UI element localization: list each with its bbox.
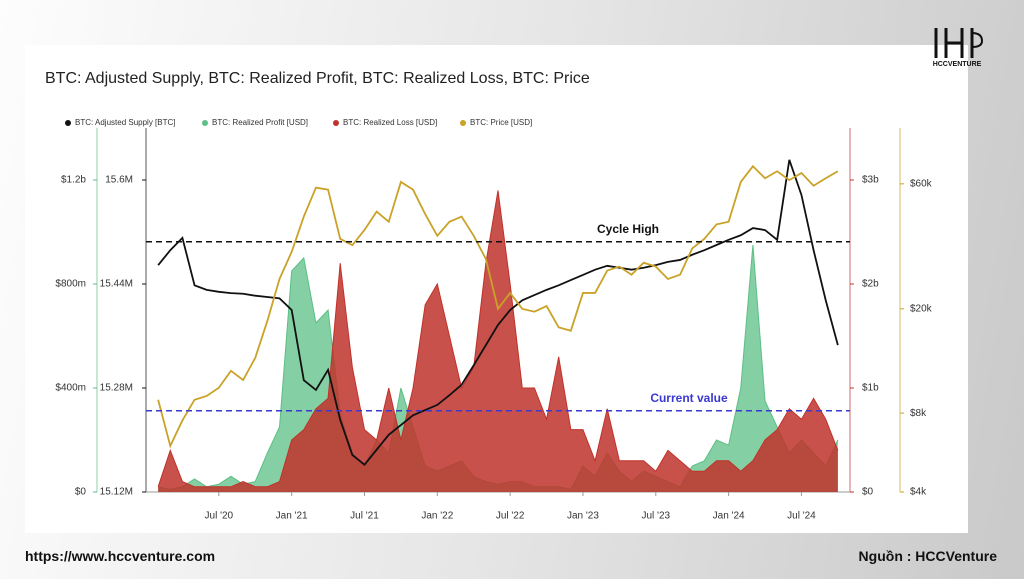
- y-tick-label: 15.12M: [100, 487, 133, 498]
- x-tick-label: Jan '23: [567, 511, 599, 522]
- x-tick-label: Jan '24: [713, 511, 745, 522]
- annotation-text: Cycle High: [597, 222, 659, 236]
- legend-marker: [333, 120, 339, 126]
- area-line: [157, 190, 839, 488]
- x-tick-label: Jan '22: [421, 511, 453, 522]
- logo: HCCVENTURE: [933, 28, 984, 68]
- footer-url: https://www.hccventure.com: [25, 548, 216, 564]
- chart-title: BTC: Adjusted Supply, BTC: Realized Prof…: [45, 70, 590, 87]
- y-tick-label: $0: [75, 487, 87, 498]
- legend-label: BTC: Adjusted Supply [BTC]: [75, 118, 176, 127]
- y-tick-label: 15.6M: [105, 175, 133, 186]
- footer-source: Nguồn : HCCVenture: [858, 548, 997, 564]
- y-tick-label: $1.2b: [61, 175, 86, 186]
- legend-label: BTC: Realized Profit [USD]: [212, 118, 308, 127]
- y-tick-label: $4k: [910, 487, 927, 498]
- y-tick-label: $60k: [910, 178, 933, 189]
- legend-marker: [65, 120, 71, 126]
- y-tick-label: $400m: [55, 383, 86, 394]
- logo-text: HCCVENTURE: [933, 61, 982, 68]
- y-tick-label: $20k: [910, 303, 933, 314]
- y-tick-label: $0: [862, 487, 874, 498]
- x-tick-label: Jul '23: [641, 511, 670, 522]
- x-tick-label: Jul '24: [787, 511, 816, 522]
- y-tick-label: 15.44M: [100, 279, 133, 290]
- y-tick-label: $8k: [910, 408, 927, 419]
- series-line: [157, 159, 839, 466]
- legend-label: BTC: Price [USD]: [470, 118, 532, 127]
- legend-label: BTC: Realized Loss [USD]: [343, 118, 437, 127]
- y-tick-label: $1b: [862, 383, 879, 394]
- legend-marker: [460, 120, 466, 126]
- area-fill: [158, 190, 838, 492]
- x-tick-label: Jul '21: [350, 511, 379, 522]
- y-tick-label: $3b: [862, 175, 879, 186]
- x-tick-label: Jul '22: [496, 511, 525, 522]
- legend-marker: [202, 120, 208, 126]
- series-line: [157, 164, 839, 449]
- x-tick-label: Jul '20: [205, 511, 234, 522]
- y-tick-label: $800m: [55, 279, 86, 290]
- y-tick-label: 15.28M: [100, 383, 133, 394]
- x-tick-label: Jan '21: [276, 511, 308, 522]
- y-tick-label: $2b: [862, 279, 879, 290]
- annotation-text: Current value: [650, 391, 728, 405]
